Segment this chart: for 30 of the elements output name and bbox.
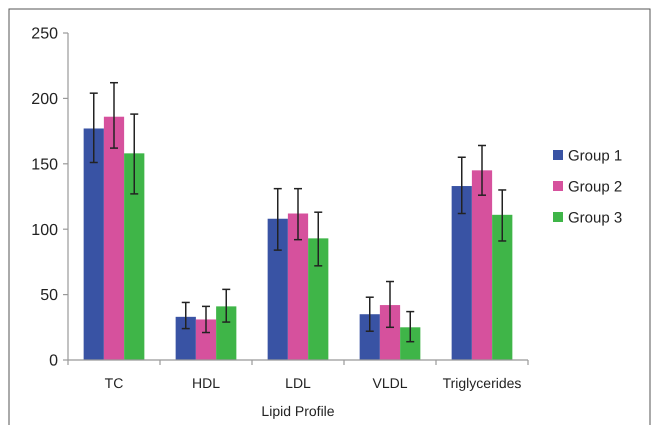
bar [472,170,492,360]
bar [268,218,288,360]
y-tick-label: 200 [31,91,58,108]
y-tick-label: 100 [31,222,58,239]
bar [124,153,144,360]
bar [360,314,380,360]
bar [380,305,400,360]
bar [288,214,308,360]
bar [452,186,472,360]
y-tick-label: 50 [40,287,58,304]
x-axis-title: Lipid Profile [261,403,335,419]
x-tick-label: LDL [285,375,312,391]
bar [176,316,196,360]
legend-label: Group 1 [568,147,622,164]
legend-label: Group 2 [568,178,622,196]
y-tick-label: 150 [31,156,58,174]
y-tick-label: 0 [49,352,58,370]
x-tick-label: VLDL [372,375,408,391]
x-tick-label: HDL [192,375,220,391]
bar [216,306,236,360]
bar [104,116,124,360]
legend-label: Group 3 [568,209,622,226]
bar [400,327,420,360]
x-tick-label: TC [104,375,124,391]
bar [196,319,216,360]
y-tick-label: 250 [31,26,58,43]
bar [308,238,328,360]
bar [84,128,104,360]
bar [492,214,512,360]
x-tick-label: Triglycerides [442,375,522,391]
